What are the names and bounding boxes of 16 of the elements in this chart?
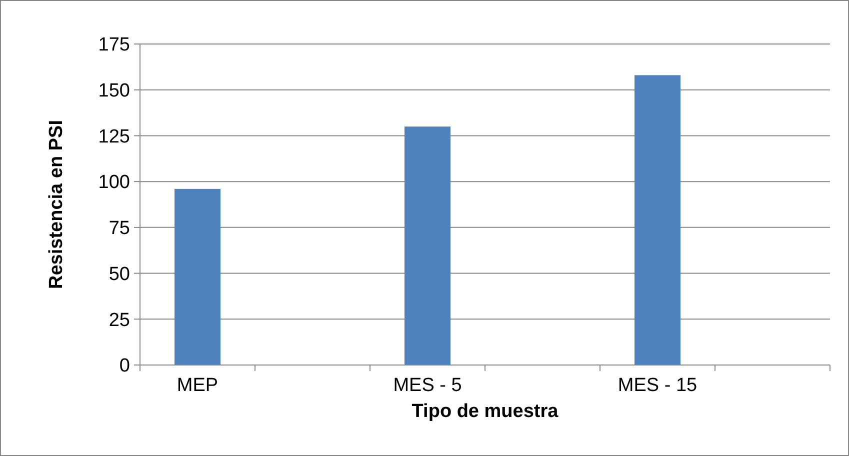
- y-tick-label: 25: [108, 310, 130, 331]
- y-tick-label: 150: [98, 80, 130, 102]
- y-axis-title: Resistencia en PSI: [46, 120, 67, 289]
- y-tick-label: 125: [98, 126, 130, 148]
- bar: [634, 75, 680, 365]
- y-tick-label: 0: [119, 356, 130, 377]
- y-tick-label: 100: [98, 172, 130, 194]
- y-tick-label: 50: [108, 264, 130, 285]
- bar: [174, 188, 220, 365]
- bar: [404, 126, 450, 365]
- y-tick-label: 75: [108, 218, 130, 240]
- x-tick-label: MES - 5: [393, 375, 462, 396]
- x-tick-label: MEP: [176, 375, 218, 396]
- x-axis-title: Tipo de muestra: [412, 401, 559, 422]
- x-tick-label: MES - 15: [618, 375, 698, 396]
- y-tick-label: 175: [98, 34, 130, 56]
